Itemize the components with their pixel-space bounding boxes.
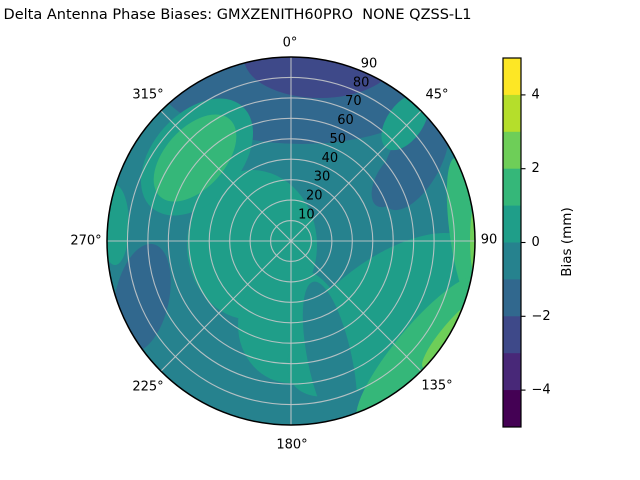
colorbar-tick-label: 0	[532, 235, 540, 250]
contour-region-west-edge-patch	[107, 185, 129, 265]
grid-spoke	[160, 110, 422, 372]
radial-tick-label: 30	[314, 170, 331, 185]
azimuth-tick-label: 180°	[276, 438, 307, 453]
colorbar-band	[503, 168, 521, 207]
azimuth-tick-label: 315°	[132, 88, 163, 103]
radial-tick-label: 40	[322, 151, 339, 166]
colorbar-band	[503, 58, 521, 96]
contour-region-northwest-blob	[153, 114, 237, 202]
azimuth-tick-label: 270°	[70, 234, 101, 249]
colorbar-band	[503, 279, 521, 317]
colorbar-tick-label: −4	[532, 383, 551, 398]
radial-tick-label: 50	[329, 132, 346, 147]
radial-tick-label: 20	[306, 189, 323, 204]
colorbar-axis-label: Bias (mm)	[559, 207, 575, 276]
page-title: Delta Antenna Phase Biases: GMXZENITH60P…	[3, 7, 472, 23]
plot-boundary	[106, 56, 476, 426]
colorbar-band	[503, 242, 521, 280]
azimuth-tick-label: 45°	[425, 88, 448, 103]
polar-grid	[107, 57, 475, 425]
colorbar-tick-label: −2	[532, 309, 551, 324]
azimuth-tick-label: 225°	[132, 380, 163, 395]
radial-tick-label: 10	[298, 208, 315, 223]
colorbar: 4 2 0 −2 −4	[502, 57, 551, 428]
radial-tick-label: 90	[361, 56, 378, 71]
colorbar-band	[503, 390, 521, 428]
radial-tick-label: 70	[345, 94, 362, 109]
colorbar-band	[503, 316, 521, 354]
colorbar-band	[503, 94, 521, 133]
radial-tick-labels: 10 20 30 40 50 60 70 80 90	[298, 56, 377, 222]
radial-tick-label: 60	[337, 113, 354, 128]
contour-region-east-edge-strip	[446, 157, 475, 313]
contour-region-southeast-edge-strip	[356, 275, 475, 425]
azimuth-tick-label: 135°	[421, 379, 452, 394]
contour-region-south-tongue	[302, 281, 358, 425]
azimuth-tick-label: 90	[481, 233, 498, 248]
colorbar-band	[503, 205, 521, 243]
azimuth-tick-labels: 0° 45° 90 135° 180° 225° 270° 315°	[70, 36, 497, 453]
colorbar-band	[503, 353, 521, 391]
azimuth-tick-label: 0°	[283, 36, 298, 51]
colorbar-tick-label: 2	[532, 161, 540, 176]
radial-tick-label: 80	[353, 75, 370, 90]
colorbar-band	[503, 131, 521, 170]
colorbar-tick-label: 4	[532, 87, 540, 102]
